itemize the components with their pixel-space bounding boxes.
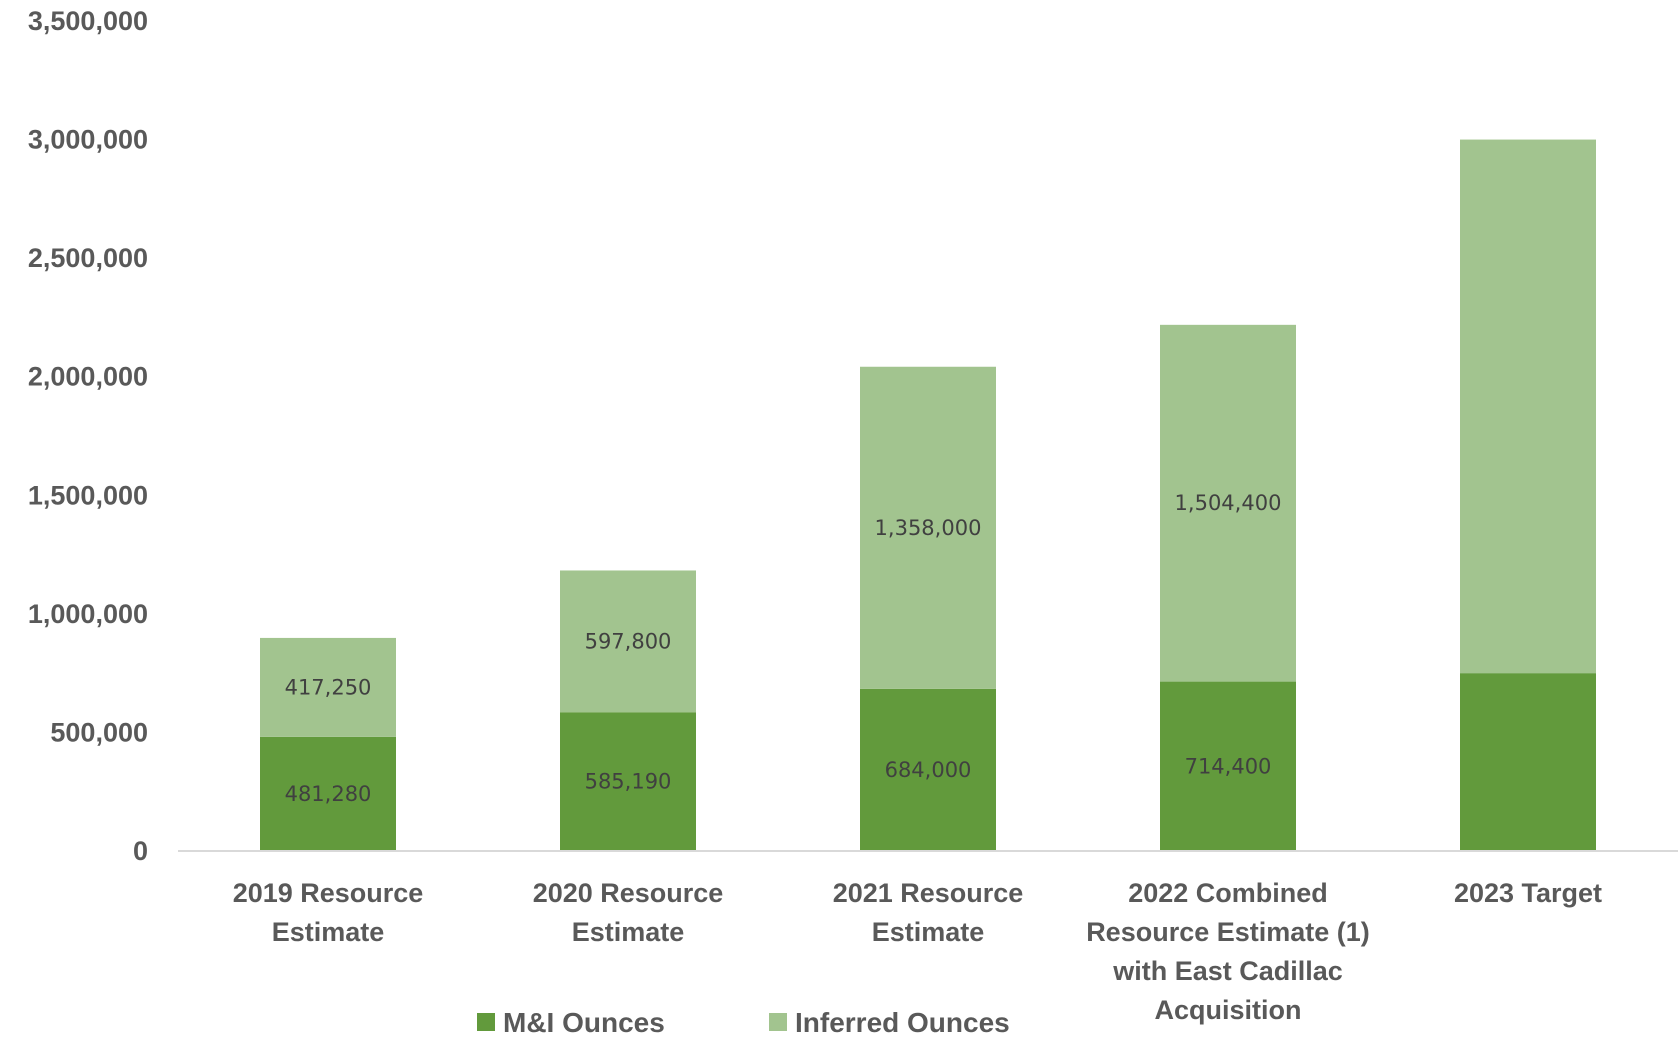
legend: M&I Ounces Inferred Ounces bbox=[477, 1007, 1010, 1038]
bar-mi-ounces bbox=[1160, 681, 1296, 851]
x-tick-label: 2022 Combined bbox=[1128, 878, 1328, 908]
data-label: 714,400 bbox=[1185, 754, 1272, 778]
y-tick-label: 2,000,000 bbox=[28, 362, 148, 392]
x-tick-label: Acquisition bbox=[1155, 995, 1302, 1025]
data-label: 481,280 bbox=[285, 782, 372, 806]
y-tick-label: 3,000,000 bbox=[28, 125, 148, 155]
legend-swatch bbox=[477, 1013, 495, 1031]
x-tick-label: Estimate bbox=[272, 917, 385, 947]
data-label: 1,358,000 bbox=[875, 516, 982, 540]
y-tick-label: 1,000,000 bbox=[28, 599, 148, 629]
bar-inferred-ounces bbox=[860, 366, 996, 689]
y-tick-label: 0 bbox=[133, 836, 148, 866]
x-tick-label: 2021 Resource bbox=[833, 878, 1024, 908]
x-tick-label: Resource Estimate (1) bbox=[1086, 917, 1370, 947]
bar-mi-ounces bbox=[560, 712, 696, 851]
x-axis: 2019 Resource Estimate 2020 Resource Estima… bbox=[233, 878, 1602, 1025]
bar-inferred-ounces bbox=[1160, 324, 1296, 682]
data-label: 1,504,400 bbox=[1175, 491, 1282, 515]
legend-swatch bbox=[769, 1013, 787, 1031]
y-axis: 0 500,000 1,000,000 1,500,000 2,000,000 2,500… bbox=[28, 6, 148, 866]
data-label: 597,800 bbox=[585, 629, 672, 653]
bar-mi-ounces bbox=[260, 736, 396, 851]
x-tick-label: Estimate bbox=[872, 917, 985, 947]
bars bbox=[260, 139, 1596, 851]
data-label: 585,190 bbox=[585, 770, 672, 794]
y-tick-label: 500,000 bbox=[50, 717, 148, 747]
data-label: 684,000 bbox=[885, 758, 972, 782]
x-tick-label: with East Cadillac bbox=[1112, 956, 1343, 986]
x-tick-label: 2019 Resource bbox=[233, 878, 424, 908]
bar-mi-ounces bbox=[860, 688, 996, 851]
bar-inferred-ounces bbox=[260, 637, 396, 737]
x-tick-label: 2020 Resource bbox=[533, 878, 724, 908]
y-tick-label: 1,500,000 bbox=[28, 480, 148, 510]
y-tick-label: 2,500,000 bbox=[28, 243, 148, 273]
data-labels: 481,280 417,250 585,190 597,800 684,000 1,358… bbox=[285, 491, 1282, 806]
data-label: 417,250 bbox=[285, 675, 372, 699]
y-tick-label: 3,500,000 bbox=[28, 6, 148, 36]
bar-inferred-ounces bbox=[560, 570, 696, 713]
legend-label: M&I Ounces bbox=[503, 1007, 665, 1038]
bar-inferred-ounces bbox=[1460, 139, 1596, 674]
legend-label: Inferred Ounces bbox=[795, 1007, 1010, 1038]
x-tick-label: Estimate bbox=[572, 917, 685, 947]
x-tick-label: 2023 Target bbox=[1454, 878, 1602, 908]
bar-mi-ounces bbox=[1460, 673, 1596, 851]
